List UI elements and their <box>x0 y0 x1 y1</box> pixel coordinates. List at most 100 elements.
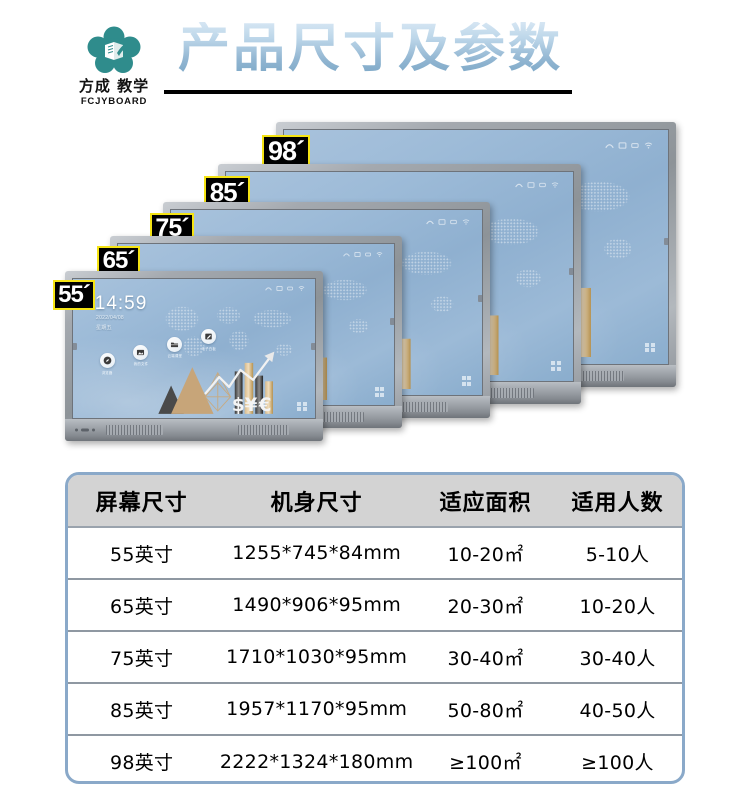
display-screen: 14:59 2022/04/08 星期五 浏览器 <box>72 278 316 419</box>
wifi-signal-icon <box>265 287 273 291</box>
cell-people: 30-40人 <box>553 631 682 684</box>
battery-icon <box>287 286 294 291</box>
cell-body-size: 2222*1324*180mm <box>219 750 414 773</box>
svg-text:¥: ¥ <box>244 395 257 414</box>
cell-screen-size: 75英寸 <box>68 631 216 684</box>
status-bar-icons <box>425 218 470 226</box>
battery-icon <box>365 252 371 257</box>
table-header-row: 屏幕尺寸 机身尺寸 适应面积 适用人数 <box>68 475 682 528</box>
date-text: 2022/04/08 <box>95 315 125 322</box>
weekday-text: 星期五 <box>95 324 112 331</box>
spec-table-container: 屏幕尺寸 机身尺寸 适应面积 适用人数 55英寸 1255*745*84mm 1… <box>65 472 685 784</box>
speaker-grille-right <box>382 401 448 413</box>
svg-text:€: € <box>257 395 271 414</box>
table-row: 75英寸 1710*1030*95mm 30-40㎡ 30-40人 <box>68 631 682 684</box>
app-shortcut-browser[interactable]: 浏览器 <box>99 353 115 375</box>
table-row: 65英寸 1490*906*95mm 20-30㎡ 10-20人 <box>68 579 682 632</box>
wifi-icon <box>298 286 305 292</box>
cell-screen-size: 55英寸 <box>68 527 216 580</box>
side-port <box>311 342 315 350</box>
wifi-icon <box>462 219 469 225</box>
wifi-icon <box>376 252 383 258</box>
status-bar-icons <box>604 141 653 150</box>
app-grid-icon[interactable] <box>645 342 655 353</box>
brand-name-en: FCJYBOARD <box>80 95 148 107</box>
brand-name-cn: 方成 教学 <box>78 77 150 95</box>
speaker-grille-right <box>305 411 365 423</box>
screen-date: 2022/04/08 星期五 <box>96 314 124 333</box>
page-title: 产品尺寸及参数 <box>178 22 598 77</box>
wifi-icon <box>551 182 559 189</box>
app-label: 浏览器 <box>101 370 113 375</box>
battery-icon <box>630 142 639 148</box>
display-base <box>65 419 323 441</box>
side-port <box>478 295 482 303</box>
cell-body-size: 1710*1030*95mm <box>215 631 418 684</box>
gallery-icon <box>133 344 149 360</box>
page-header: 方成 教学 FCJYBOARD 产品尺寸及参数 <box>0 0 750 120</box>
speaker-grille-right <box>237 424 290 436</box>
app-grid-icon[interactable] <box>374 387 385 397</box>
app-shortcut-folder[interactable]: 云端课堂 <box>167 336 183 359</box>
cast-icon <box>438 219 446 226</box>
side-port <box>73 342 77 350</box>
cell-body-size: 1490*906*95mm <box>215 579 418 632</box>
wifi-signal-icon <box>425 221 434 225</box>
cast-icon <box>276 286 283 292</box>
speaker-grille-left <box>106 424 164 436</box>
size-badge-98: 98´ <box>262 135 310 168</box>
column-header-body-size: 机身尺寸 <box>215 475 418 528</box>
column-header-screen-size: 屏幕尺寸 <box>68 475 216 528</box>
cell-area: 20-30㎡ <box>417 579 554 632</box>
app-grid-icon[interactable] <box>551 361 561 371</box>
cell-area: ≥100㎡ <box>449 752 522 774</box>
battery-icon <box>539 183 546 188</box>
side-port <box>664 237 668 245</box>
folder-icon <box>167 336 183 352</box>
whiteboard-icon <box>201 329 217 345</box>
app-grid-icon[interactable] <box>297 401 307 412</box>
cell-screen-size: 65英寸 <box>68 579 216 632</box>
wifi-signal-icon <box>515 184 523 188</box>
column-header-people: 适用人数 <box>553 475 682 528</box>
app-label: 电子白板 <box>201 346 216 351</box>
side-port <box>569 268 573 276</box>
app-shortcut-whiteboard[interactable]: 电子白板 <box>201 329 217 351</box>
table-row: 55英寸 1255*745*84mm 10-20㎡ 5-10人 <box>68 527 682 580</box>
wifi-icon <box>644 142 652 149</box>
display-panel-55[interactable]: 14:59 2022/04/08 星期五 浏览器 <box>53 271 323 441</box>
screen-clock: 14:59 <box>94 293 148 315</box>
spec-table: 屏幕尺寸 机身尺寸 适应面积 适用人数 55英寸 1255*745*84mm 1… <box>68 475 682 781</box>
cell-body-size: 1957*1170*95mm <box>215 683 418 736</box>
cell-area: 50-80㎡ <box>417 683 554 736</box>
app-label: 我的文件 <box>133 362 149 367</box>
status-bar-icons <box>515 181 559 189</box>
wifi-signal-icon <box>343 253 350 257</box>
status-bar-icons <box>343 251 383 258</box>
svg-text:$: $ <box>232 395 245 414</box>
speaker-grille-right <box>544 370 624 382</box>
column-header-area: 适应面积 <box>417 475 554 528</box>
cast-icon <box>527 182 535 189</box>
table-row: 85英寸 1957*1170*95mm 50-80㎡ 40-50人 <box>68 683 682 736</box>
cell-area: 10-20㎡ <box>417 527 554 580</box>
cell-screen-size: 98英寸 <box>109 752 174 774</box>
cast-icon <box>354 252 361 258</box>
status-bar-icons <box>265 285 305 292</box>
app-grid-icon[interactable] <box>461 376 472 386</box>
cell-people: 40-50人 <box>553 683 682 736</box>
title-underline <box>164 90 572 94</box>
cell-people: 10-20人 <box>553 579 682 632</box>
cell-people: 5-10人 <box>553 527 682 580</box>
cell-people: ≥100人 <box>581 752 654 774</box>
display-frame: 14:59 2022/04/08 星期五 浏览器 <box>65 271 323 441</box>
table-row: 98英寸 2222*1324*180mm ≥100㎡ ≥100人 <box>68 735 682 781</box>
app-shortcut-gallery[interactable]: 我的文件 <box>133 344 149 367</box>
brand-logo: 方成 教学 FCJYBOARD <box>68 26 160 107</box>
title-block: 产品尺寸及参数 <box>164 22 598 94</box>
flower-book-logo-icon <box>86 26 142 76</box>
size-badge-55: 55´ <box>53 280 95 310</box>
app-shortcuts: 浏览器 我的文件 云端课堂 <box>99 329 236 375</box>
speaker-grille-right <box>461 387 534 399</box>
app-label: 云端课堂 <box>167 354 183 359</box>
